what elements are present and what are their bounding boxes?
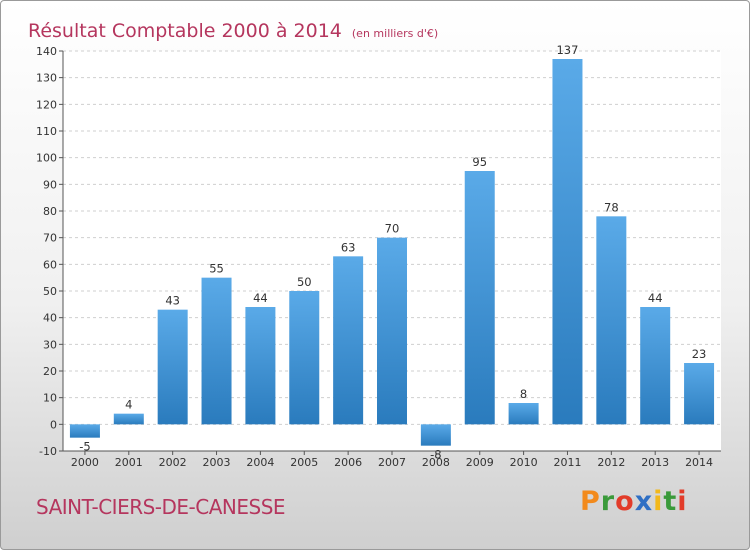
data-label: 44 [648, 291, 663, 305]
y-tick-label: -10 [39, 445, 57, 458]
data-label: 44 [253, 291, 268, 305]
x-tick-label: 2010 [510, 456, 538, 469]
y-tick-label: 90 [43, 178, 57, 191]
data-label: 43 [165, 294, 180, 308]
bar [684, 363, 715, 425]
x-tick-label: 2013 [641, 456, 669, 469]
logo-letter: x [634, 486, 654, 517]
x-tick-label: 2012 [597, 456, 625, 469]
x-tick-label: 2009 [466, 456, 494, 469]
bar [245, 307, 276, 425]
data-label: -5 [79, 440, 90, 454]
x-tick-label: 2001 [115, 456, 143, 469]
logo-letter: r [600, 486, 616, 517]
bar [333, 256, 364, 425]
logo-letter: o [615, 486, 635, 517]
logo-letter: i [677, 486, 688, 517]
bar [552, 59, 583, 425]
proxiti-logo: Proxiti [580, 486, 688, 517]
y-tick-label: 140 [36, 45, 57, 58]
y-tick-label: 80 [43, 205, 57, 218]
bar [464, 171, 495, 425]
data-label: 78 [604, 200, 619, 214]
y-tick-label: 10 [43, 392, 57, 405]
y-tick-label: 110 [36, 125, 57, 138]
bar [420, 424, 451, 446]
y-tick-label: 30 [43, 338, 57, 351]
x-tick-label: 2011 [553, 456, 581, 469]
y-tick-label: 130 [36, 72, 57, 85]
y-tick-label: 50 [43, 285, 57, 298]
data-label: 23 [692, 347, 707, 361]
logo-letter: i [653, 486, 664, 517]
bar [508, 403, 539, 425]
data-label: 95 [472, 155, 487, 169]
x-tick-label: 2003 [203, 456, 231, 469]
logo-letter: P [580, 486, 601, 517]
y-tick-label: 70 [43, 232, 57, 245]
data-label: 4 [125, 398, 132, 412]
title-text: Résultat Comptable 2000 à 2014 [28, 20, 342, 42]
y-tick-label: 60 [43, 258, 57, 271]
y-tick-label: 40 [43, 312, 57, 325]
y-tick-label: 120 [36, 98, 57, 111]
x-tick-label: 2007 [378, 456, 406, 469]
bar [377, 237, 407, 425]
x-tick-label: 2002 [159, 456, 187, 469]
x-tick-label: 2008 [422, 456, 450, 469]
bar [113, 413, 144, 425]
unit-text: (en milliers d'€) [351, 27, 439, 40]
bar [596, 216, 627, 425]
commune-name: SAINT-CIERS-DE-CANESSE [36, 495, 286, 519]
data-label: 63 [341, 240, 356, 254]
data-label: 55 [209, 262, 224, 276]
y-tick-label: 20 [43, 365, 57, 378]
bar [640, 307, 671, 425]
bar [289, 291, 320, 425]
bar [201, 277, 232, 425]
y-tick-label: 100 [36, 152, 57, 165]
y-tick-label: 0 [50, 418, 57, 431]
data-label: 8 [520, 387, 527, 401]
data-label: 137 [556, 43, 578, 57]
x-tick-label: 2006 [334, 456, 362, 469]
bar [157, 309, 188, 425]
x-tick-label: 2005 [290, 456, 318, 469]
x-tick-label: 2000 [71, 456, 99, 469]
data-label: 50 [297, 275, 312, 289]
x-tick-label: 2004 [246, 456, 274, 469]
chart-title: Résultat Comptable 2000 à 2014 (en millie… [28, 7, 438, 45]
bar [69, 424, 100, 438]
data-label: 70 [385, 222, 400, 236]
logo-letter: t [663, 486, 678, 517]
x-tick-label: 2014 [685, 456, 713, 469]
